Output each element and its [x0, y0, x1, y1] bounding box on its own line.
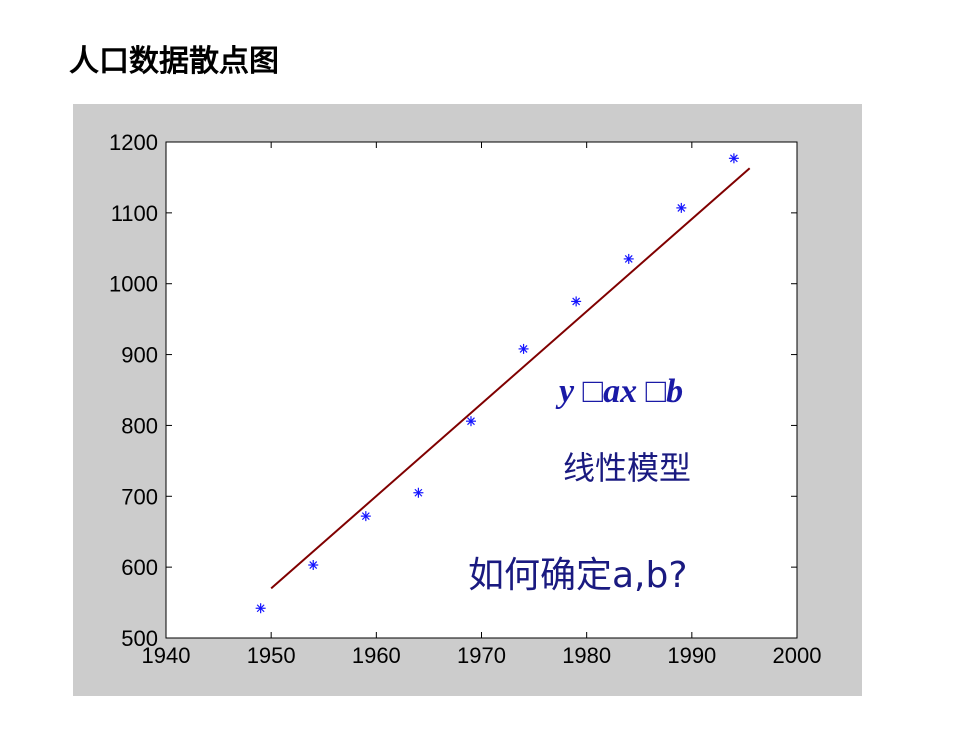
data-point — [308, 560, 319, 571]
fit-line-group — [270, 167, 751, 590]
data-point — [413, 487, 424, 498]
x-tick-label: 2000 — [773, 643, 822, 668]
x-tick-label: 1940 — [142, 643, 191, 668]
plot-area — [165, 141, 798, 639]
data-points — [255, 153, 739, 614]
figure-panel: 1940 1950 1960 1970 1980 1990 2000 500 600 700 800… — [73, 104, 862, 696]
y-tick-label: 900 — [121, 343, 158, 368]
data-point — [255, 603, 266, 614]
x-tick-label: 1950 — [247, 643, 296, 668]
y-tick-label: 500 — [121, 626, 158, 651]
data-point — [360, 511, 371, 522]
x-tick-label: 1980 — [562, 643, 611, 668]
x-tick-label: 1970 — [457, 643, 506, 668]
y-tick-label: 600 — [121, 555, 158, 580]
y-tick-label: 1200 — [109, 130, 158, 155]
model-label: 线性模型 — [563, 449, 691, 487]
data-point — [676, 202, 687, 213]
tick-labels: 1940 1950 1960 1970 1980 1990 2000 500 600 700 800… — [109, 130, 821, 668]
y-tick-label: 1000 — [109, 272, 158, 297]
question-annotation: 如何确定a,b? — [468, 555, 687, 596]
data-point — [518, 343, 529, 354]
data-point — [571, 296, 582, 307]
y-tick-label: 800 — [121, 413, 158, 438]
data-point — [623, 253, 634, 264]
equation-annotation: y □ax □b — [555, 373, 683, 410]
page-title: 人口数据散点图 — [69, 44, 279, 79]
data-point — [465, 416, 476, 427]
x-tick-label: 1990 — [667, 643, 716, 668]
fit-line — [270, 167, 751, 590]
data-point — [728, 153, 739, 164]
axis-ticks — [165, 141, 798, 639]
y-tick-label: 1100 — [111, 201, 158, 226]
scatter-chart: 1940 1950 1960 1970 1980 1990 2000 500 600 700 800… — [109, 130, 821, 668]
x-tick-label: 1960 — [352, 643, 401, 668]
y-tick-label: 700 — [121, 484, 158, 509]
